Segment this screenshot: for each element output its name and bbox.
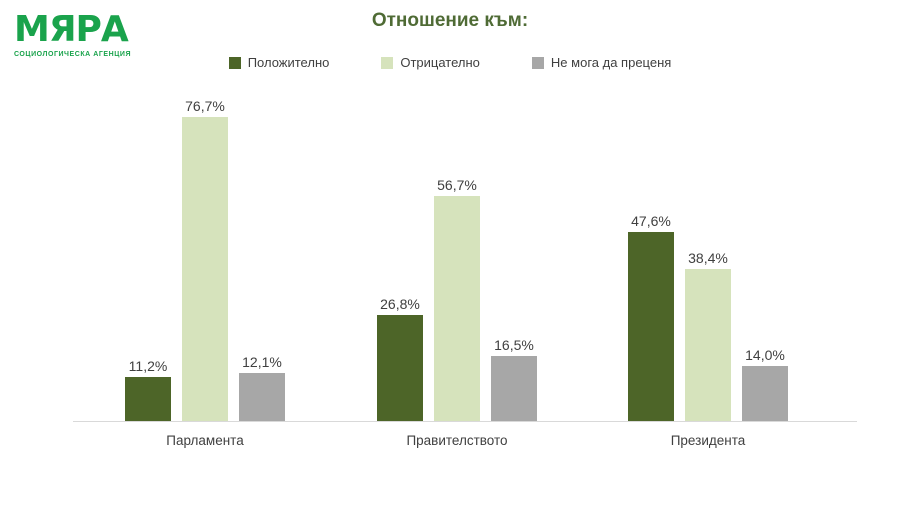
legend-label: Не мога да преценя — [550, 55, 672, 70]
bar-col: 56,7% — [434, 177, 480, 421]
bar — [491, 356, 537, 421]
bar-col: 38,4% — [685, 250, 731, 421]
category-axis: Парламента Правителството Президента — [73, 433, 857, 453]
bar-value-label: 12,1% — [242, 354, 282, 370]
bar-col: 26,8% — [377, 296, 423, 421]
bar-value-label: 16,5% — [494, 337, 534, 353]
bar — [742, 366, 788, 421]
chart-legend: Положително Отрицателно Не мога да преценя — [0, 55, 900, 70]
agency-logo: МЯРА СОЦИОЛОГИЧЕСКА АГЕНЦИЯ — [14, 9, 132, 59]
legend-label: Отрицателно — [400, 55, 480, 70]
bar-value-label: 47,6% — [631, 213, 671, 229]
bar — [125, 377, 171, 421]
chart-title: Отношение към: — [371, 10, 529, 31]
legend-item-0: Положително — [228, 55, 330, 70]
bar — [434, 196, 480, 421]
bar-value-label: 38,4% — [688, 250, 728, 266]
bar-value-label: 26,8% — [380, 296, 420, 312]
legend-swatch-icon — [228, 56, 241, 69]
bar — [628, 232, 674, 421]
bar-col: 14,0% — [742, 347, 788, 421]
legend-item-2: Не мога да преценя — [531, 55, 672, 70]
agency-logo-title: МЯРА — [14, 9, 129, 50]
bar — [239, 373, 285, 421]
bar — [377, 315, 423, 421]
bar-col: 16,5% — [491, 337, 537, 421]
bar — [182, 117, 228, 421]
category-label: Парламента — [166, 433, 244, 448]
bar-col: 11,2% — [125, 358, 171, 421]
bar-col: 12,1% — [239, 354, 285, 421]
bar-value-label: 14,0% — [745, 347, 785, 363]
bar-group-1: 26,8% 56,7% 16,5% — [377, 177, 537, 421]
bar — [685, 269, 731, 421]
agency-logo-subtitle: СОЦИОЛОГИЧЕСКА АГЕНЦИЯ — [14, 51, 132, 58]
legend-item-1: Отрицателно — [381, 55, 480, 70]
legend-swatch-icon — [531, 56, 544, 69]
bar-value-label: 56,7% — [437, 177, 477, 193]
bar-value-label: 76,7% — [185, 98, 225, 114]
legend-swatch-icon — [381, 56, 394, 69]
legend-label: Положително — [247, 55, 330, 70]
category-label: Президента — [670, 433, 746, 448]
bar-col: 47,6% — [628, 213, 674, 421]
category-label: Правителството — [406, 433, 508, 448]
bar-group-2: 47,6% 38,4% 14,0% — [628, 213, 788, 421]
bar-col: 76,7% — [182, 98, 228, 421]
bar-value-label: 11,2% — [128, 358, 168, 374]
plot-area: 11,2% 76,7% 12,1% 26,8% 56,7% 16,5% 47,6% 38,4%… — [73, 90, 857, 422]
bar-group-0: 11,2% 76,7% 12,1% — [125, 98, 285, 421]
